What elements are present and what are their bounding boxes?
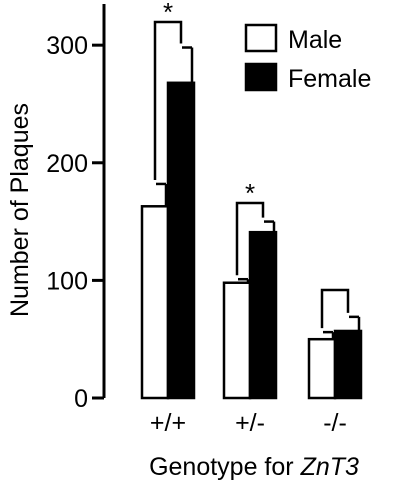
legend-label-female: Female	[288, 65, 371, 93]
bar-female	[248, 230, 278, 400]
x-axis-label: Genotype for ZnT3	[149, 453, 359, 481]
y-tick-label: 100	[46, 267, 88, 295]
significance-star: *	[245, 178, 255, 208]
significance-bracket	[153, 20, 183, 180]
axes: 0 100 200 300 +/+ +/- -/-	[46, 4, 347, 437]
significance-bracket	[235, 201, 265, 276]
bar-male	[222, 281, 252, 400]
x-axis-label-prefix: Genotype for	[149, 453, 300, 481]
legend-swatch-male	[244, 23, 278, 53]
x-tick-label: -/-	[323, 409, 347, 437]
legend-swatch-female	[244, 62, 278, 92]
significance-star: *	[163, 0, 173, 27]
x-tick-label: +/-	[235, 409, 265, 437]
y-tick-label: 0	[74, 385, 88, 413]
significance-bracket	[320, 288, 350, 329]
x-axis-label-gene: ZnT3	[300, 453, 359, 481]
bar-female	[166, 81, 196, 400]
bars	[140, 81, 363, 400]
bar-male	[307, 337, 337, 400]
y-tick-label: 300	[46, 32, 88, 60]
y-tick-label: 200	[46, 150, 88, 178]
x-tick-label: +/+	[150, 409, 186, 437]
error-bars	[156, 46, 361, 340]
bar-female	[333, 329, 363, 400]
bar-male	[140, 205, 170, 400]
legend-label-male: Male	[288, 26, 342, 54]
legend: Male Female	[244, 23, 371, 93]
y-axis-label: Number of Plaques	[6, 103, 34, 317]
significance-brackets: **	[153, 0, 350, 329]
